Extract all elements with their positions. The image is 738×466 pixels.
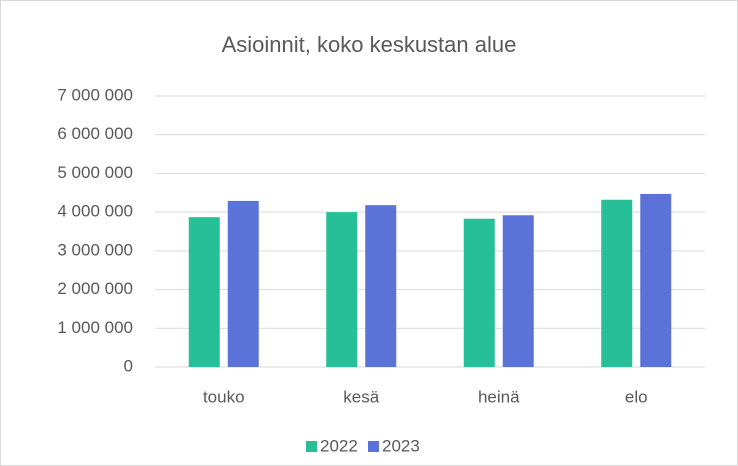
y-tick-label: 2 000 000 — [57, 279, 133, 298]
bar — [227, 200, 259, 367]
y-tick-label: 1 000 000 — [57, 318, 133, 337]
x-tick-label: heinä — [478, 387, 520, 406]
x-tick-label: touko — [203, 387, 245, 406]
legend-label: 2022 — [320, 436, 358, 455]
y-tick-label: 5 000 000 — [57, 163, 133, 182]
x-tick-label: elo — [625, 387, 648, 406]
legend-swatch — [368, 441, 379, 452]
y-tick-label: 6 000 000 — [57, 124, 133, 143]
legend-swatch — [306, 441, 317, 452]
y-tick-label: 0 — [124, 356, 133, 375]
bar — [326, 212, 358, 367]
bar — [502, 215, 534, 367]
legend-label: 2023 — [382, 436, 420, 455]
bar — [640, 193, 672, 367]
bar — [188, 217, 220, 367]
x-tick-label: kesä — [343, 387, 379, 406]
bar — [463, 218, 495, 367]
bar — [601, 199, 633, 367]
y-tick-label: 7 000 000 — [57, 85, 133, 104]
y-tick-label: 3 000 000 — [57, 240, 133, 259]
y-tick-label: 4 000 000 — [57, 202, 133, 221]
bar — [365, 205, 397, 367]
chart-title: Asioinnit, koko keskustan alue — [222, 32, 517, 57]
